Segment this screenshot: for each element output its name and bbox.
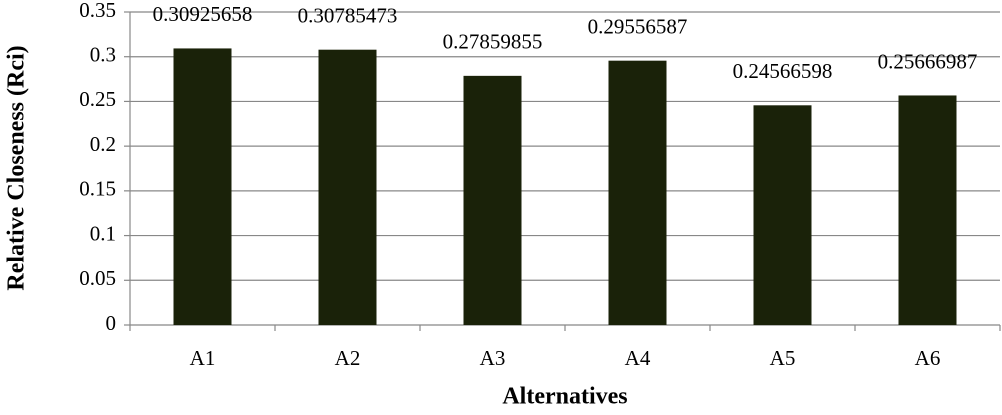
data-label: 0.25666987 (878, 49, 978, 73)
data-label: 0.24566598 (733, 59, 833, 83)
x-tick-label: A5 (770, 346, 796, 370)
bar (463, 75, 522, 325)
x-tick-label: A1 (190, 346, 216, 370)
x-tick-label: A3 (480, 346, 506, 370)
data-label: 0.27859855 (443, 30, 543, 54)
y-axis-label: Relative Closeness (Rci) (4, 45, 30, 290)
bar (608, 60, 667, 326)
y-tick-label: 0.35 (79, 0, 116, 22)
y-tick-label: 0.2 (90, 132, 116, 156)
x-tick-label: A4 (625, 346, 651, 370)
x-axis-label: Alternatives (502, 384, 627, 410)
data-label: 0.30925658 (153, 2, 253, 26)
y-tick-label: 0.05 (79, 266, 116, 290)
bar (173, 48, 232, 326)
data-label: 0.29556587 (588, 14, 688, 38)
bar (898, 95, 957, 325)
y-tick-label: 0.25 (79, 87, 116, 111)
y-tick-label: 0.1 (90, 221, 116, 245)
x-tick-label: A2 (335, 346, 361, 370)
y-tick-label: 0 (106, 311, 117, 335)
x-tick-label: A6 (915, 346, 941, 370)
bar (318, 49, 377, 326)
bar (753, 105, 812, 326)
y-tick-label: 0.15 (79, 177, 116, 201)
y-tick-label: 0.3 (90, 43, 116, 67)
data-label: 0.30785473 (298, 4, 398, 28)
